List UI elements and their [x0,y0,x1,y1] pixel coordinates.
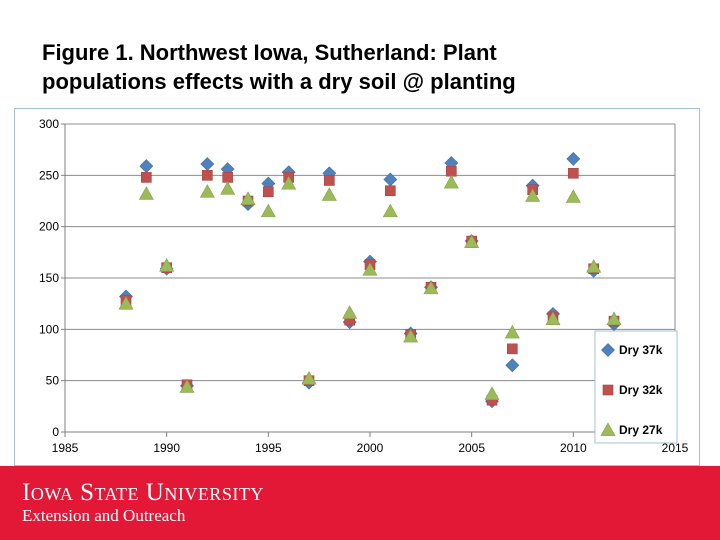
axes [61,123,676,437]
data-point [484,386,500,400]
data-point [606,311,622,325]
data-point [385,185,396,197]
y-tick-label-250: 250 [39,168,59,182]
y-tick-label-150: 150 [39,271,59,285]
x-tick-label-2015: 2015 [662,441,689,455]
scatter-chart: 0 50 100 150 200 250 300 1985 1990 1995 2000 2005 20… [39,117,689,455]
data-point [525,188,541,202]
data-point [141,172,152,183]
data-point [586,259,602,273]
data-point [240,191,256,205]
series-dry-27k [118,174,622,400]
series-dry-32k [120,165,620,406]
x-tick-label-2010: 2010 [560,441,587,455]
data-point [504,324,520,339]
data-point [222,172,233,183]
x-tick-label-1995: 1995 [255,441,282,455]
gridlines [65,123,676,432]
data-point [342,305,358,319]
data-point [403,328,419,343]
x-tick-label-2000: 2000 [357,441,384,455]
data-point [446,165,457,177]
data-point [382,203,398,218]
data-point [545,311,561,325]
data-point [324,175,335,186]
data-point [260,203,276,218]
data-point [281,175,297,190]
y-tick-label-300: 300 [39,117,59,131]
data-point [263,186,274,198]
data-point [138,186,154,200]
y-tick-label-50: 50 [46,374,60,388]
data-point [362,262,378,276]
data-points [118,151,622,409]
data-point [464,234,480,248]
tick-labels: 0 50 100 150 200 250 300 1985 1990 1995 2000 2005 20… [39,117,689,455]
slide-title: Figure 1. Northwest Iowa, Sutherland: Pl… [42,38,702,96]
data-point [118,296,134,310]
chart-frame: 0 50 100 150 200 250 300 1985 1990 1995 2000 2005 20… [14,108,700,466]
slide-title-line-2: populations effects with a dry soil @ pl… [42,69,516,94]
footer-band [0,466,720,540]
data-point [139,159,154,174]
slide-title-line-1: Figure 1. Northwest Iowa, Sutherland: Pl… [42,40,497,65]
data-point [568,167,579,179]
legend-marker-2 [602,384,614,396]
data-point [507,343,518,355]
data-point [321,187,337,201]
data-point [220,181,236,195]
data-point [199,184,215,198]
legend-marker-3 [600,422,616,436]
y-tick-label-100: 100 [39,322,59,336]
data-point [159,258,175,272]
data-point [565,189,581,203]
y-tick-label-0: 0 [52,425,59,439]
legend-label-1: Dry 37k [619,343,663,357]
data-point [202,170,213,181]
data-point [301,370,317,385]
data-point [200,157,215,171]
y-tick-label-200: 200 [39,220,59,234]
data-point [505,358,520,373]
legend-marker-1 [601,343,615,357]
x-tick-label-1985: 1985 [52,441,79,455]
series-dry-37k [119,151,621,409]
x-tick-label-2005: 2005 [458,441,485,455]
data-point [566,151,581,166]
logo-main-text: Iowa State University [22,479,264,506]
data-point [179,379,195,393]
legend-label-2: Dry 32k [619,383,663,397]
legend: Dry 37k Dry 32k Dry 27k [594,330,678,444]
logo-sub-text: Extension and Outreach [22,506,186,525]
x-tick-label-1990: 1990 [153,441,180,455]
data-point [423,280,439,295]
university-logo: Iowa State University Extension and Outr… [22,480,264,526]
data-point [443,174,459,189]
legend-label-3: Dry 27k [619,423,663,437]
